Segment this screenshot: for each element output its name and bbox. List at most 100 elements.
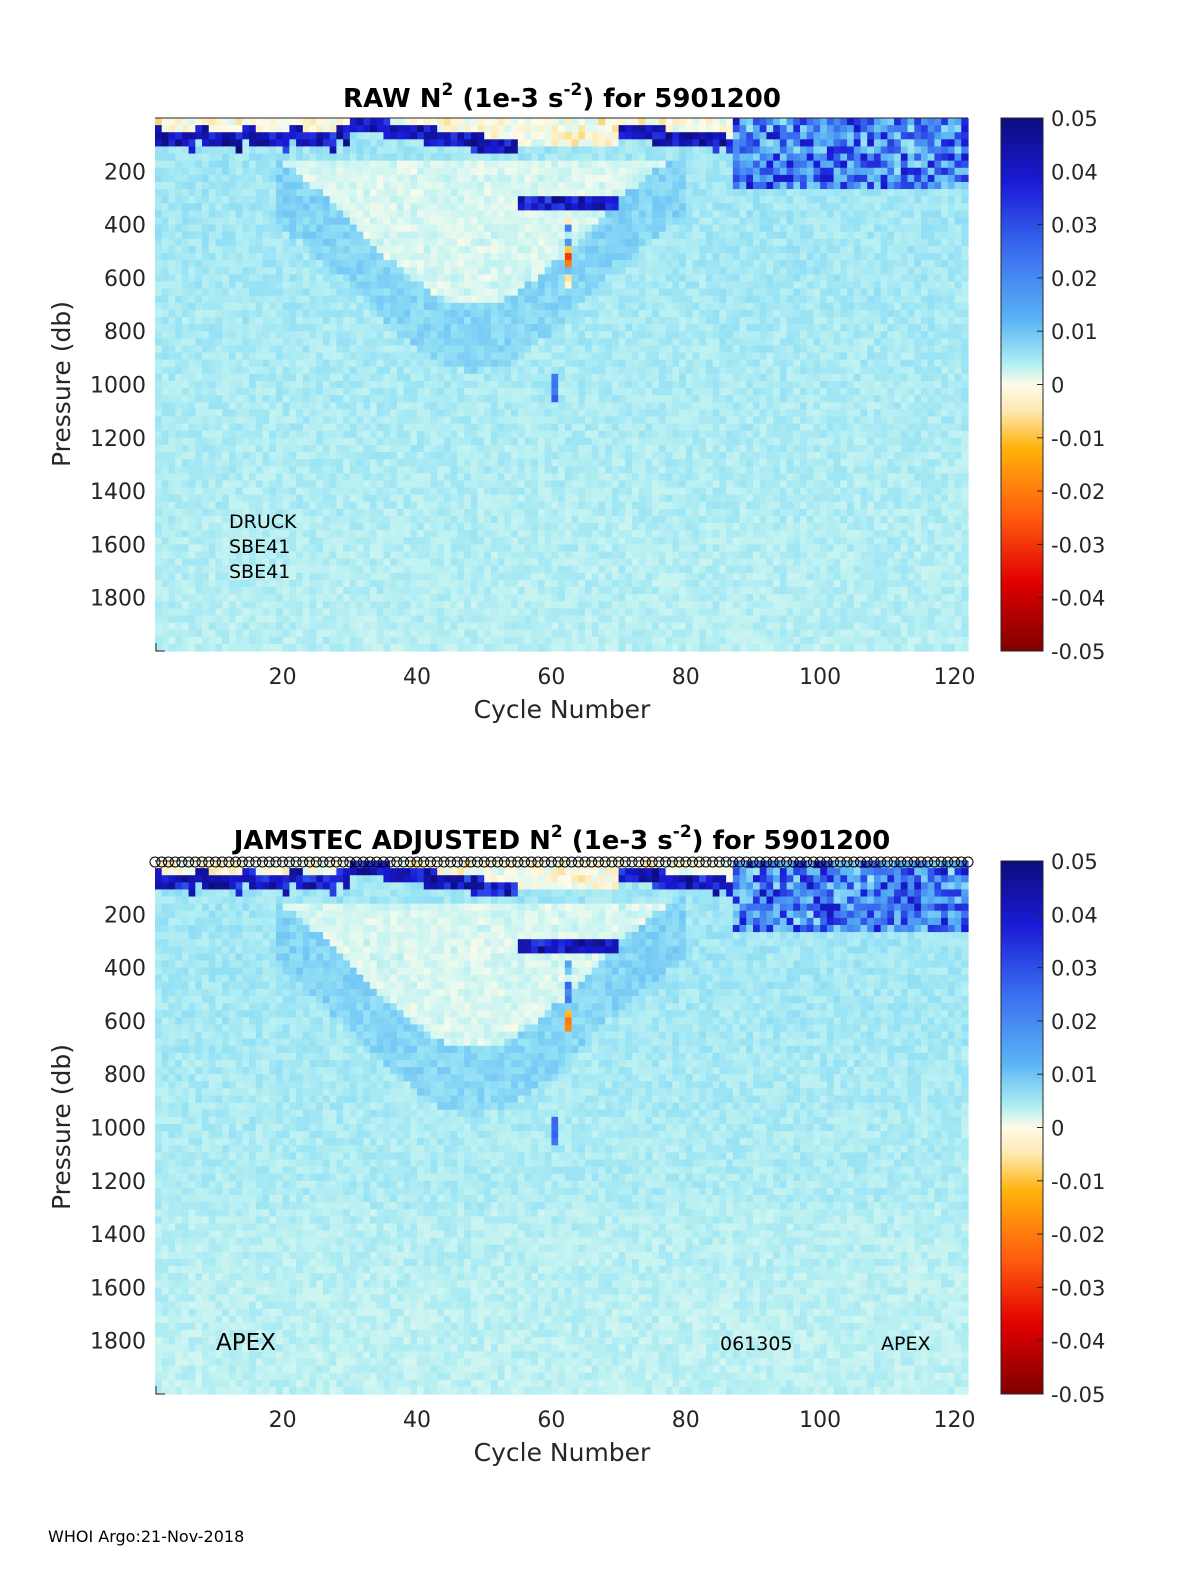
heatmap-cell [262,302,270,311]
heatmap-cell [585,558,593,567]
heatmap-cell [289,608,297,617]
heatmap-cell [437,487,445,496]
heatmap-cell [296,587,304,595]
heatmap-cell [343,459,351,467]
heatmap-cell [457,572,465,581]
heatmap-cell [417,167,425,176]
heatmap-cell [564,395,573,403]
heatmap-cell [423,487,432,496]
heatmap-cell [255,245,264,254]
heatmap-cell [564,537,573,545]
heatmap-cell [255,636,264,645]
heatmap-cell [537,430,546,439]
heatmap-cell [524,260,532,268]
heatmap-cell [571,622,579,631]
heatmap-cell [517,224,526,233]
heatmap-cell [430,409,438,418]
heatmap-cell [343,181,351,190]
heatmap-cell [316,480,324,489]
heatmap-cell [282,508,290,517]
heatmap-cell [316,309,324,318]
heatmap-cell [417,331,425,339]
heatmap-cell [423,324,432,332]
heatmap-cell [235,437,243,446]
heatmap-cell [551,281,559,290]
heatmap-cell [585,388,593,396]
heatmap-cell [437,324,445,332]
heatmap-cell [504,274,512,283]
heatmap-cell [269,643,277,652]
heatmap-cell [228,523,237,531]
heatmap-cell [423,452,432,460]
heatmap-cell [571,231,579,240]
heatmap-cell [517,139,526,148]
heatmap-cell [376,423,385,432]
heatmap-cell [188,572,196,581]
heatmap-cell [329,430,338,439]
heatmap-cell [356,196,364,204]
heatmap-cell [376,139,385,148]
heatmap-cell [208,231,217,240]
heatmap-cell [275,601,284,609]
heatmap-cell [269,267,277,275]
heatmap-cell [430,636,438,645]
heatmap-cell [329,231,338,240]
heatmap-cell [417,395,425,403]
heatmap-cell [275,487,284,496]
heatmap-cell [517,380,526,389]
heatmap-cell [370,594,378,602]
heatmap-cell [275,324,284,332]
heatmap-cell [309,466,317,474]
heatmap-cell [302,260,311,268]
heatmap-cell [524,288,532,297]
heatmap-cell [168,558,176,567]
heatmap-cell [470,629,479,638]
heatmap-cell [228,253,237,261]
heatmap-cell [228,629,237,638]
heatmap-cell [255,551,264,560]
heatmap-cell [551,153,559,162]
heatmap-cell [168,416,176,425]
heatmap-cell [578,444,586,453]
heatmap-cell [558,181,566,190]
heatmap-cell [175,579,183,588]
heatmap-cell [598,224,606,233]
heatmap-cell [524,267,532,275]
heatmap-cell [390,309,398,318]
heatmap-cell [296,373,304,382]
heatmap-cell [504,139,512,148]
heatmap-cell [417,181,425,190]
heatmap-cell [269,530,277,538]
heatmap-cell [255,260,264,268]
heatmap-cell [430,146,438,155]
heatmap-cell [517,345,526,354]
heatmap-cell [558,423,566,432]
heatmap-cell [356,636,364,645]
heatmap-cell [423,508,432,517]
heatmap-cell [235,181,243,190]
heatmap-cell [316,302,324,311]
heatmap-cell [343,345,351,354]
heatmap-cell [249,508,257,517]
heatmap-cell [222,309,230,318]
heatmap-cell [571,260,579,268]
heatmap-cell [537,473,546,482]
heatmap-cell [484,636,492,645]
heatmap-cell [403,274,411,283]
heatmap-cell [443,373,452,382]
heatmap-cell [282,359,290,368]
heatmap-cell [403,402,411,410]
heatmap-cell [470,324,479,332]
heatmap-cell [195,132,203,140]
heatmap-cell [175,359,183,368]
heatmap-cell [202,494,210,503]
heatmap-cell [329,452,338,460]
heatmap-cell [181,224,190,233]
heatmap-cell [262,238,270,247]
heatmap-cell [578,224,586,233]
heatmap-cell [531,508,539,517]
heatmap-cell [215,324,223,332]
heatmap-cell [343,309,351,318]
heatmap-cell [188,231,196,240]
heatmap-cell [255,295,264,304]
